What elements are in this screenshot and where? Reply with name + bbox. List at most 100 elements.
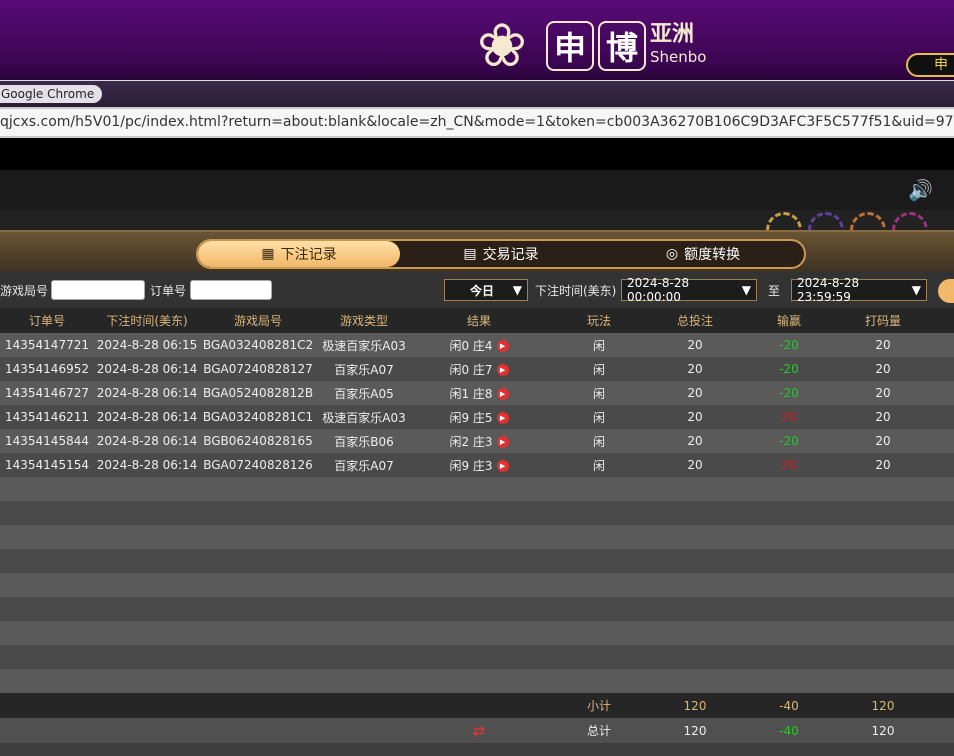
result-value: 闲2 庄3: [449, 434, 493, 449]
type-value: 百家乐B06: [334, 434, 394, 449]
tab-label: 额度转换: [684, 247, 741, 263]
records-panel: ▦ 下注记录 ▤ 交易记录 ◎ 额度转换 游戏局号 订单号 今日 ▼ 下注时间(美东) …: [0, 230, 954, 756]
column-header: 游戏类型: [316, 308, 412, 333]
round-value: BGA032408281C2: [202, 338, 314, 352]
order-value: 14354147721: [5, 338, 89, 352]
result-value: 闲0 庄7: [449, 362, 493, 377]
column-header: 下注时间(美东): [94, 308, 200, 333]
to-label: 至: [768, 283, 781, 298]
column-header: 打码量: [840, 308, 926, 333]
tab-transaction-records[interactable]: ▤ 交易记录: [400, 241, 602, 267]
bet-value: 20: [687, 338, 703, 352]
total-win: -40: [738, 718, 840, 743]
cell-result: 闲0 庄7 ▶: [412, 357, 546, 381]
tab-bet-records[interactable]: ▦ 下注记录: [198, 241, 400, 267]
valid-value: 20: [875, 362, 891, 376]
chip-icon[interactable]: [850, 212, 886, 230]
order-value: 14354145154: [5, 458, 89, 472]
empty-row: [0, 573, 954, 597]
play-value: 闲: [592, 386, 605, 401]
time-value: 2024-8-28 06:14: [96, 434, 198, 448]
win-value: -20: [779, 338, 799, 352]
time-value: 2024-8-28 06:14: [96, 386, 198, 400]
subtotal-win: -40: [738, 693, 840, 718]
cell-order: 14354146952: [0, 357, 94, 381]
logo-cn: 亚洲: [650, 21, 695, 47]
cell-result: 闲9 庄5 ▶: [412, 405, 546, 429]
table-row[interactable]: 14354146211 2024-8-28 06:14 BGA032408281C1…: [0, 405, 954, 429]
play-replay-icon[interactable]: ▶: [496, 340, 509, 352]
valid-value: 20: [875, 386, 891, 400]
address-bar[interactable]: qjcxs.com/h5V01/pc/index.html?return=abo…: [0, 107, 954, 138]
calendar-icon: ▦: [261, 246, 275, 262]
play-value: 闲: [592, 362, 605, 377]
cell-round: BGA032408281C2: [200, 333, 316, 357]
time-value: 2024-8-28 06:15: [96, 338, 198, 352]
cell-type: 极速百家乐A03: [316, 405, 412, 429]
order-value: 14354146727: [5, 386, 89, 400]
play-replay-icon[interactable]: ▶: [496, 364, 509, 376]
logo-char: 申: [546, 21, 594, 71]
cell-play: 闲: [546, 357, 652, 381]
from-date-select[interactable]: 2024-8-28 00:00:00 ▼: [621, 276, 757, 304]
language-button[interactable]: 申: [906, 53, 954, 77]
cell-result: 闲2 庄3 ▶: [412, 429, 546, 453]
period-select[interactable]: 今日 ▼: [444, 279, 528, 301]
cell-valid: 20: [840, 405, 926, 429]
round-value: BGA0524082812B: [202, 386, 314, 400]
cell-order: 14354146211: [0, 405, 94, 429]
result-value: 闲0 庄4: [449, 338, 493, 353]
total-row: ⇄ 总计 120 -40 120: [0, 718, 954, 743]
tab-credit-transfer[interactable]: ◎ 额度转换: [602, 241, 804, 267]
cell-valid: 20: [840, 357, 926, 381]
valid-value: 20: [875, 434, 891, 448]
table-row[interactable]: 14354145154 2024-8-28 06:14 BGA07240828126…: [0, 453, 954, 477]
chip-icon[interactable]: [766, 212, 802, 230]
subtotal-label: 小计: [546, 693, 652, 718]
table-row[interactable]: 14354146727 2024-8-28 06:14 BGA0524082812B…: [0, 381, 954, 405]
play-replay-icon[interactable]: ▶: [496, 460, 509, 472]
table-row[interactable]: 14354147721 2024-8-28 06:15 BGA032408281C2…: [0, 333, 954, 357]
speaker-icon[interactable]: 🔊: [908, 178, 933, 202]
order-value: 14354146952: [5, 362, 89, 376]
play-value: 闲: [592, 458, 605, 473]
cell-bet: 20: [652, 381, 738, 405]
cell-win: 20: [738, 405, 840, 429]
cell-time: 2024-8-28 06:14: [94, 453, 200, 477]
valid-value: 20: [875, 458, 891, 472]
cell-play: 闲: [546, 429, 652, 453]
chip-icon[interactable]: [892, 212, 928, 230]
column-header: 订单号: [0, 308, 94, 333]
cell-play: 闲: [546, 381, 652, 405]
chip-icon[interactable]: [808, 212, 844, 230]
win-value: -20: [779, 434, 799, 448]
empty-row: [0, 621, 954, 645]
order-label: 订单号: [150, 283, 187, 298]
filter-bar: 游戏局号 订单号 今日 ▼ 下注时间(美东) 2024-8-28 00:00:00…: [0, 272, 954, 308]
tab-label: 交易记录: [482, 247, 539, 263]
win-value: 20: [781, 458, 797, 472]
play-replay-icon[interactable]: ▶: [496, 436, 509, 448]
refresh-swap-icon[interactable]: ⇄: [472, 721, 486, 740]
time-value: 2024-8-28 06:14: [96, 458, 198, 472]
search-button[interactable]: [938, 279, 954, 303]
to-date-select[interactable]: 2024-8-28 23:59:59 ▼: [791, 276, 927, 304]
subtotal-valid: 120: [840, 693, 926, 718]
empty-row: [0, 597, 954, 621]
round-value: BGB06240828165: [203, 434, 313, 448]
game-round-input[interactable]: [51, 280, 145, 300]
order-input[interactable]: [190, 280, 272, 300]
cell-valid: 20: [840, 381, 926, 405]
table-row[interactable]: 14354145844 2024-8-28 06:14 BGB06240828165…: [0, 429, 954, 453]
play-replay-icon[interactable]: ▶: [496, 412, 509, 424]
bet-value: 20: [687, 362, 703, 376]
bet-value: 20: [687, 410, 703, 424]
spacer: [0, 138, 954, 170]
tab-label: 下注记录: [280, 247, 337, 263]
site-header: ❀ 申 博 亚洲 Shenbo 申: [0, 0, 954, 80]
table-row[interactable]: 14354146952 2024-8-28 06:14 BGA07240828127…: [0, 357, 954, 381]
cell-win: -20: [738, 381, 840, 405]
to-value: 2024-8-28 23:59:59: [797, 276, 860, 304]
game-nav: [0, 210, 954, 230]
play-replay-icon[interactable]: ▶: [496, 388, 509, 400]
